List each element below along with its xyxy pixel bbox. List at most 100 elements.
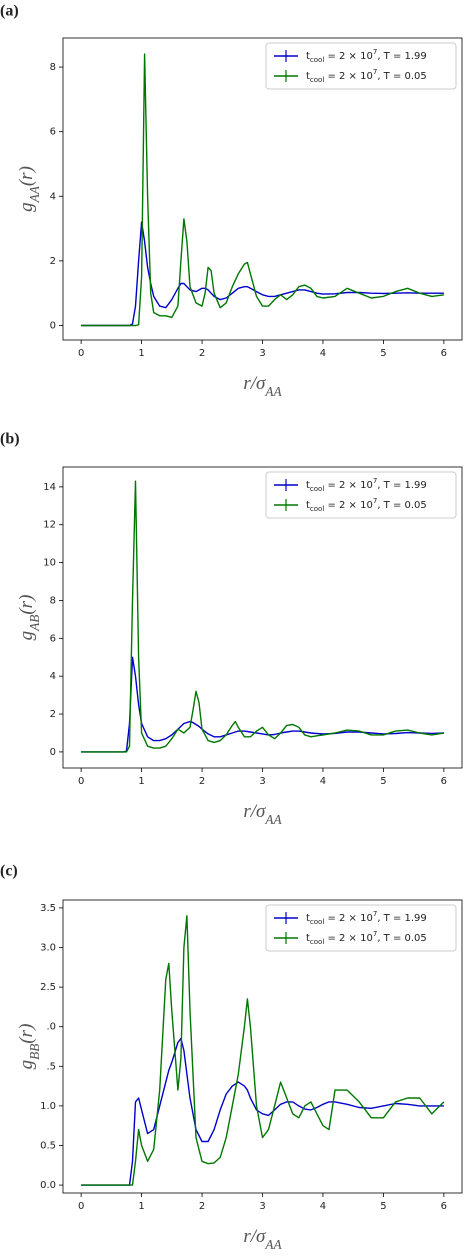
text-run: t [306,51,310,62]
legend-box [265,42,457,90]
x-tick-label: 1 [138,776,144,787]
y-tick-label: 2 [50,256,56,267]
text-run: AB [27,615,42,632]
x-tick-label: 1 [138,348,144,359]
panel-label: (a) [0,3,19,20]
text-run: cool [310,505,324,513]
x-axis-label: r/σAA [243,1226,282,1251]
x-tick-label: 6 [441,776,447,787]
y-tick-label: 10 [43,558,56,569]
text-run: g [16,202,37,212]
x-tick-label: 4 [320,776,326,787]
legend-label: tcool = 2 × 107, T = 1.99 [306,910,427,926]
text-run: g [16,1060,37,1070]
x-tick-label: 6 [441,348,447,359]
y-tick-label: 14 [43,482,56,493]
x-tick-label: 0 [78,348,84,359]
text-run: = 2 × 10 [324,933,373,944]
y-tick-label: 3.5 [40,903,56,914]
y-axis-label: gBB(r) [16,1024,41,1070]
legend-label: tcool = 2 × 107, T = 1.99 [306,48,427,64]
x-axis-label: r/σAA [243,373,282,398]
text-run: t [306,913,310,924]
legend-box [265,904,457,952]
x-tick-label: 5 [380,776,386,787]
text-run: , T = 1.99 [377,480,426,491]
text-run: , T = 0.05 [377,933,426,944]
panel-label: (b) [0,431,20,448]
x-tick-label: 3 [259,1201,265,1212]
legend-box [265,471,457,519]
text-run: 7 [373,68,377,76]
y-tick-label: 1.0 [40,1101,56,1112]
text-run: cool [310,485,324,493]
y-axis-label: gAB(r) [16,595,41,641]
text-run: AA [264,384,282,399]
x-tick-label: 0 [78,776,84,787]
y-tick-label: 2 [50,709,56,720]
text-run: (r) [16,166,37,186]
text-run: cool [310,76,324,84]
text-run: BB [27,1044,42,1060]
text-run: t [306,71,310,82]
y-tick-label: 0.0 [40,1180,56,1191]
legend-label: tcool = 2 × 107, T = 0.05 [306,497,427,513]
text-run: r/σ [243,373,266,394]
text-run: = 2 × 10 [324,71,373,82]
panel-label: (c) [0,863,18,880]
text-run: 7 [373,930,377,938]
text-run: cool [310,56,324,64]
y-tick-label: 12 [43,520,56,531]
x-tick-label: 5 [380,348,386,359]
data-line [81,656,444,753]
text-run: AA [264,812,282,827]
y-tick-label: .5 [46,1061,56,1072]
x-tick-label: 3 [259,348,265,359]
text-run: r/σ [243,801,266,822]
x-tick-label: 4 [320,348,326,359]
text-run: 7 [373,910,377,918]
y-tick-label: 8 [50,595,56,606]
legend-label: tcool = 2 × 107, T = 1.99 [306,477,427,493]
data-line [81,915,445,1186]
text-run: 7 [373,497,377,505]
x-tick-label: 6 [441,1201,447,1212]
text-run: AA [27,185,42,203]
data-line [81,480,445,753]
x-tick-label: 2 [199,776,205,787]
text-run: t [306,500,310,511]
text-run: = 2 × 10 [324,480,373,491]
x-tick-label: 0 [78,1201,84,1212]
text-run: = 2 × 10 [324,913,373,924]
x-tick-label: 1 [138,1201,144,1212]
y-tick-label: 2.5 [40,982,56,993]
y-tick-label: 6 [50,127,56,138]
y-tick-label: 0.5 [40,1140,56,1151]
y-tick-label: 4 [50,191,56,202]
text-run: , T = 0.05 [377,71,426,82]
y-tick-label: 0 [50,747,56,758]
y-tick-label: 4 [50,671,56,682]
x-tick-label: 3 [259,776,265,787]
text-run: = 2 × 10 [324,51,373,62]
data-line [81,53,444,327]
text-run: , T = 1.99 [377,51,426,62]
x-tick-label: 5 [380,1201,386,1212]
text-run: 7 [373,477,377,485]
text-run: g [16,631,37,641]
text-run: 7 [373,48,377,56]
legend-label: tcool = 2 × 107, T = 0.05 [306,68,427,84]
y-tick-label: 3.0 [40,943,56,954]
y-tick-label: 6 [50,633,56,644]
x-tick-label: 2 [199,348,205,359]
y-tick-label: .0 [46,1022,56,1033]
text-run: cool [310,918,324,926]
text-run: t [306,480,310,491]
data-line [81,221,444,327]
x-axis-label: r/σAA [243,801,282,826]
text-run: t [306,933,310,944]
text-run: cool [310,938,324,946]
y-tick-label: 0 [50,320,56,331]
text-run: r/σ [243,1226,266,1247]
